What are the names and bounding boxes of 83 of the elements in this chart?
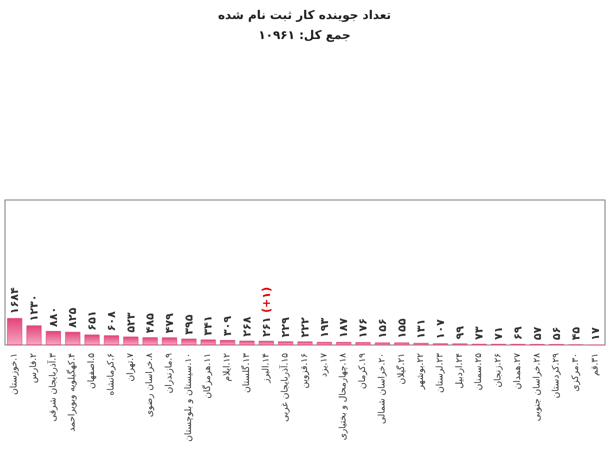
bar: [104, 335, 119, 345]
bar: [46, 330, 61, 345]
data-label: ۱۰۷: [434, 318, 447, 340]
chart-title: تعداد جوینده کار ثبت نام شده: [218, 8, 392, 22]
bar: [336, 342, 352, 345]
data-label: ۲۶۸: [240, 316, 254, 337]
data-label: ۳۹۵: [182, 314, 196, 335]
x-tick-label: ۲۲.بوشهر: [416, 352, 426, 390]
x-tick-label: ۳.آذربایجان شرقی: [46, 352, 58, 422]
data-label: ۱۶۸۴: [8, 287, 22, 314]
bar: [239, 340, 254, 345]
x-tick-label: ۲.فارس: [29, 352, 40, 384]
bar: [7, 318, 22, 345]
data-label: ۲۶۱ (+۱): [260, 286, 273, 337]
bar: [65, 332, 80, 345]
x-tick-label: ۲۱.گیلان: [394, 353, 407, 385]
data-label: ۱۸۷: [337, 318, 350, 338]
x-tick-label: ۳۱.قم: [590, 353, 600, 376]
data-label: ۱۵۵: [395, 318, 408, 339]
bar: [84, 334, 100, 345]
bar: [181, 338, 196, 345]
chart-subtitle: جمع کل: ۱۰۹۶۱: [258, 28, 351, 42]
bar: [26, 325, 42, 345]
data-label: ۵۶: [550, 326, 564, 340]
x-tick-label: ۴.کهگیلویه وبویراحمد: [66, 352, 78, 432]
x-tick-label: ۷.تهران: [126, 352, 136, 382]
x-tick-label: ۱۲.ایلام: [222, 352, 233, 382]
x-tick-label: ۳۰.مرکزی: [570, 353, 581, 392]
data-label: ۷۳: [472, 326, 486, 340]
x-tick-label: ۸.خراسان رضوی: [145, 352, 156, 418]
bar: [297, 341, 313, 345]
data-label: ۴۷۹: [163, 312, 176, 334]
x-tick-label: ۲۴.اردبیل: [454, 352, 465, 388]
x-tick-label: ۱۹.کرمان: [358, 352, 368, 389]
data-label: ۴۵: [569, 326, 582, 340]
data-label: ۵۷: [530, 326, 544, 340]
data-label: ۵۲۳: [124, 312, 138, 333]
data-label: ۱۷۶: [356, 318, 370, 338]
data-label: ۴۸۵: [144, 312, 157, 334]
data-label: ۶۹: [511, 326, 524, 340]
x-tick-label: ۲۸.خراسان جنوبی: [532, 352, 542, 422]
x-tick-label: ۱۵.آذربایجان غربی: [278, 352, 291, 422]
x-tick-label: ۱۷.یزد: [319, 352, 330, 378]
bar: [123, 336, 138, 345]
bar: [200, 340, 216, 345]
x-tick-label: ۱۴.البرز: [261, 352, 272, 384]
data-label: ۶۰۸: [104, 310, 118, 332]
data-label: ۳۴۱: [202, 315, 215, 336]
x-tick-label: ۲۹.کردستان: [552, 352, 562, 398]
data-label: ۱۹۳: [318, 317, 331, 338]
bar: [258, 340, 274, 345]
data-label: ۸۸۰: [46, 306, 60, 327]
x-tick-label: ۲۳.لرستان: [435, 352, 446, 393]
x-tick-label: ۱.خوزستان: [10, 353, 20, 395]
bar: [316, 342, 332, 345]
data-label: ۹۹: [453, 326, 466, 340]
x-tick-label: ۲۰.خراسان شمالی: [377, 353, 388, 424]
bar: [162, 337, 178, 345]
data-label: ۱۳۱: [414, 318, 428, 339]
data-label: ۱۷: [588, 326, 602, 341]
data-label: ۱۵۶: [376, 318, 389, 339]
data-label: ۲۲۹: [279, 316, 292, 338]
data-label: ۷۱: [492, 326, 506, 340]
bar: [142, 337, 158, 345]
data-label: ۱۲۳۰: [28, 294, 41, 322]
x-tick-label: ۲۵.سمنان: [474, 352, 484, 390]
x-tick-label: ۱۰.سیستان و بلوچستان: [184, 353, 194, 442]
x-tick-label: ۶.کرمانشاه: [106, 352, 116, 396]
x-tick-label: ۹.مازندران: [164, 352, 175, 394]
data-label: ۸۲۵: [66, 307, 80, 328]
x-tick-label: ۱۱.هرمزگان: [201, 353, 214, 399]
bar: [220, 340, 236, 345]
x-tick-label: ۱۸.چهارمحال و بختیاری: [338, 352, 349, 440]
data-label: ۲۲۲: [298, 317, 312, 338]
x-tick-label: ۲۷.همدان: [512, 352, 523, 390]
x-tick-label: ۲۶.زنجان: [494, 352, 504, 388]
bar: [278, 341, 294, 345]
bar: [356, 342, 371, 345]
x-tick-label: ۵.اصفهان: [87, 352, 98, 389]
x-tick-label: ۱۳.گلستان: [240, 352, 252, 393]
x-tick-label: ۱۶.قزوین: [300, 352, 310, 389]
data-label: ۶۵۱: [86, 310, 99, 331]
data-label: ۳۰۹: [221, 316, 234, 336]
